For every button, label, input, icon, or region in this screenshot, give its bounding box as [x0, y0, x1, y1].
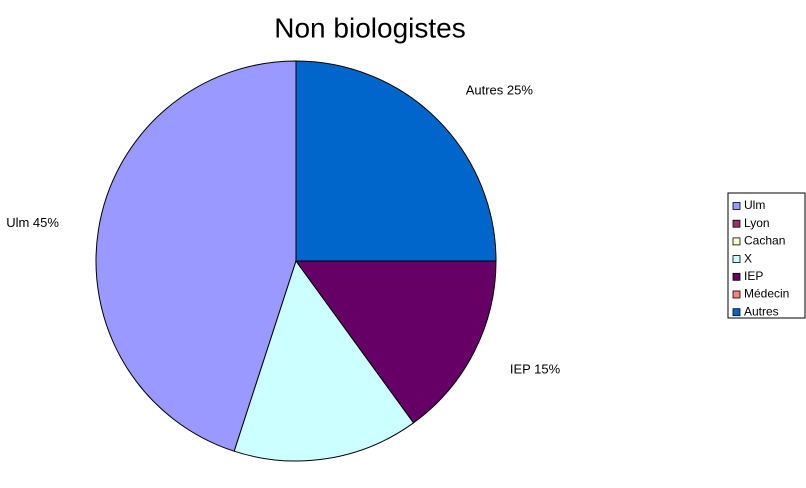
legend-label: Lyon — [744, 216, 770, 230]
legend-label: Autres — [744, 304, 779, 318]
chart-title: Non biologistes — [274, 12, 465, 43]
legend-swatch — [732, 290, 741, 299]
legend-swatch — [732, 202, 741, 210]
legend-box — [727, 192, 806, 319]
pie-slice — [295, 60, 497, 262]
pie-slice — [295, 260, 497, 424]
legend-swatch — [732, 308, 741, 317]
legend-label: X — [744, 251, 752, 265]
legend-swatch — [732, 237, 741, 246]
legend-label: Cachan — [744, 234, 785, 248]
legend-swatch — [732, 219, 741, 228]
legend-swatch — [732, 255, 741, 264]
legend-swatch — [732, 272, 741, 281]
legend-label: IEP — [744, 269, 763, 283]
data-label: Autres 25% — [466, 83, 534, 98]
pie-slice — [233, 259, 415, 462]
data-label: IEP 15% — [510, 361, 561, 376]
data-label: Ulm 45% — [6, 215, 59, 230]
pie-slice — [95, 60, 297, 452]
legend-label: Ulm — [744, 198, 765, 212]
legend-label: Médecin — [744, 287, 789, 301]
